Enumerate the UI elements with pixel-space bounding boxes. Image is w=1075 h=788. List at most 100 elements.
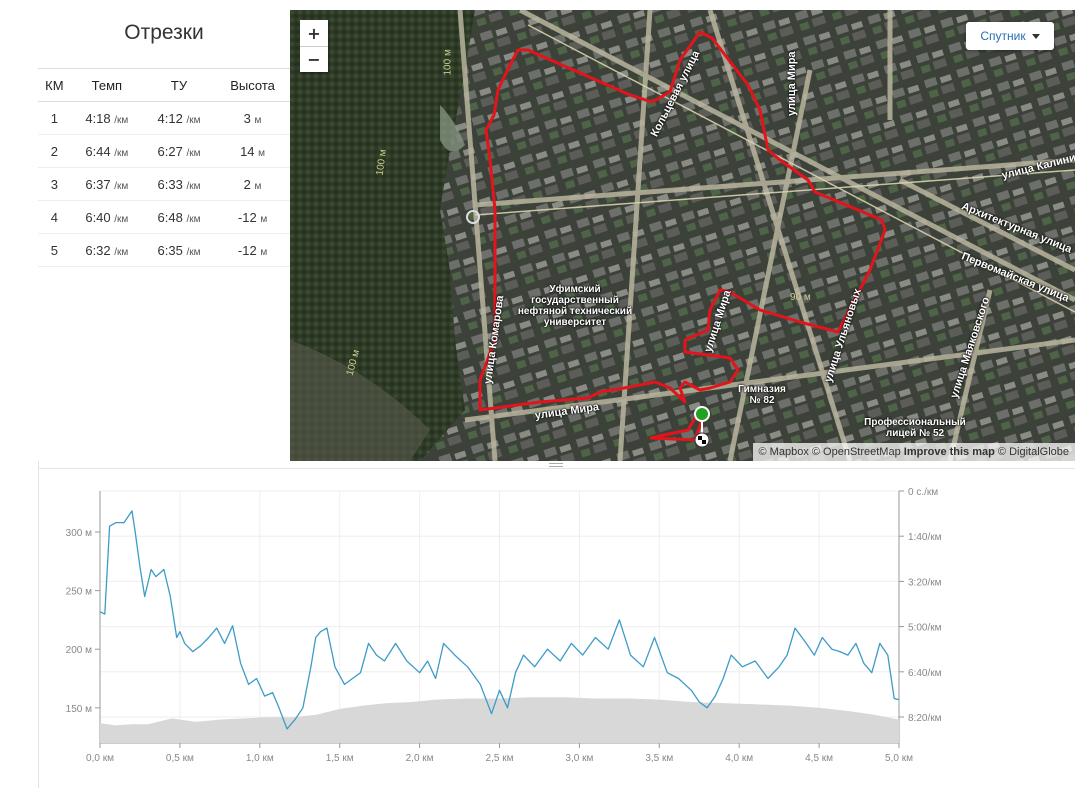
split-row: 2 6:44 /км 6:27 /км 14 м <box>38 134 290 168</box>
zoom-control: + − <box>300 20 328 72</box>
zoom-out-button[interactable]: − <box>300 46 328 72</box>
x-tick-label: 0,0 км <box>86 753 114 764</box>
split-gap: 6:33 /км <box>142 167 216 201</box>
split-pace-unit: /км <box>114 180 129 192</box>
mapbox-link[interactable]: © Mapbox <box>758 446 809 458</box>
split-km-value: 4 <box>50 209 58 225</box>
split-elevation-unit: м <box>254 180 262 192</box>
street-label-mira-north: улица Мира <box>786 51 798 116</box>
split-gap-value: 6:48 <box>157 209 183 225</box>
improve-map-link[interactable]: Improve this map <box>903 446 995 458</box>
split-pace: 6:40 /км <box>70 200 143 234</box>
split-pace-value: 6:40 <box>85 209 111 225</box>
split-elevation-value: 2 <box>243 176 251 192</box>
osm-link[interactable]: © OpenStreetMap <box>811 446 901 458</box>
split-elevation: 2 м <box>215 167 290 201</box>
split-gap-unit: /км <box>186 180 201 192</box>
split-elevation: -12 м <box>215 200 290 234</box>
split-pace-unit: /км <box>114 114 129 126</box>
splits-panel: Отрезки КМ Темп ТУ Высота 1 4:18 /км 4:12 … <box>38 10 290 461</box>
split-elevation-value: 3 <box>243 110 251 126</box>
pace-line <box>99 510 900 730</box>
resize-handle-icon[interactable] <box>549 461 563 469</box>
x-tick-label: 5,0 км <box>885 753 913 764</box>
split-elevation: 14 м <box>215 134 290 168</box>
x-tick-label: 1,5 км <box>326 753 354 764</box>
split-km: 5 <box>38 233 71 267</box>
split-gap-value: 6:35 <box>157 242 183 258</box>
route-map[interactable]: Кольцевая улица улица Мира улица Калинин… <box>290 10 1075 461</box>
digitalglobe-link[interactable]: © DigitalGlobe <box>997 446 1069 458</box>
contour-label: 90 м <box>790 292 811 303</box>
x-tick-label: 0,5 км <box>166 753 194 764</box>
y-right-tick-label: 0 с./км <box>908 487 938 498</box>
y-right-tick-label: 5:00/км <box>908 623 942 634</box>
elevation-pace-chart[interactable]: 0,0 км 0,5 км 1,0 км 1,5 км 2,0 км 2,5 км 3,0 … <box>38 470 1075 788</box>
section-divider <box>38 468 1075 469</box>
split-elevation-value: 14 <box>240 143 255 159</box>
split-elevation: -12 м <box>215 233 290 267</box>
y-right-tick-label: 3:20/км <box>908 577 942 588</box>
map-layer-label: Спутник <box>980 29 1026 43</box>
split-gap: 4:12 /км <box>142 101 216 135</box>
y-right-tick-label: 8:20/км <box>908 713 942 724</box>
x-tick-label: 4,5 км <box>805 753 833 764</box>
y-left-tick-label: 250 м <box>66 587 92 598</box>
split-gap-unit: /км <box>186 246 201 258</box>
split-pace: 6:44 /км <box>70 134 143 168</box>
start-marker-icon <box>694 406 710 422</box>
split-elevation-unit: м <box>260 213 268 225</box>
map-attribution: © Mapbox © OpenStreetMap Improve this ma… <box>752 443 1075 461</box>
splits-header-row: КМ Темп ТУ Высота <box>38 68 290 102</box>
split-elevation-unit: м <box>254 114 262 126</box>
split-row: 5 6:32 /км 6:35 /км -12 м <box>38 233 290 267</box>
split-gap-unit: /км <box>186 213 201 225</box>
split-pace: 6:32 /км <box>70 233 143 267</box>
split-row: 3 6:37 /км 6:33 /км 2 м <box>38 167 290 201</box>
finish-marker-icon <box>694 432 710 448</box>
split-km-value: 2 <box>50 143 58 159</box>
column-header-elevation: Высота <box>215 68 290 102</box>
split-gap-unit: /км <box>186 147 201 159</box>
map-imagery <box>290 10 1075 461</box>
y-left-tick-label: 300 м <box>66 528 92 539</box>
y-right-tick-label: 1:40/км <box>908 532 942 543</box>
split-km: 2 <box>38 134 71 168</box>
split-pace: 4:18 /км <box>70 101 143 135</box>
split-km-value: 1 <box>50 110 58 126</box>
split-pace-value: 6:32 <box>85 242 111 258</box>
split-elevation-unit: м <box>260 246 268 258</box>
y-right-tick-label: 6:40/км <box>908 668 942 679</box>
map-layer-dropdown[interactable]: Спутник <box>966 22 1054 50</box>
split-row: 4 6:40 /км 6:48 /км -12 м <box>38 200 290 234</box>
column-header-gap: ТУ <box>142 68 216 102</box>
x-tick-label: 3,5 км <box>645 753 673 764</box>
split-pace-unit: /км <box>114 213 129 225</box>
x-tick-label: 1,0 км <box>246 753 274 764</box>
split-km-value: 3 <box>50 176 58 192</box>
chart-svg: 0,0 км 0,5 км 1,0 км 1,5 км 2,0 км 2,5 км 3,0 … <box>66 487 942 764</box>
x-tick-label: 3,0 км <box>565 753 593 764</box>
x-tick-label: 4,0 км <box>725 753 753 764</box>
chevron-down-icon <box>1031 34 1040 40</box>
split-gap-value: 4:12 <box>157 110 183 126</box>
splits-title: Отрезки <box>124 21 204 44</box>
split-pace-value: 6:37 <box>85 176 111 192</box>
split-pace-unit: /км <box>114 246 129 258</box>
split-km: 3 <box>38 167 71 201</box>
split-km: 1 <box>38 101 71 135</box>
split-gap: 6:27 /км <box>142 134 216 168</box>
split-km-value: 5 <box>50 242 58 258</box>
column-header-km: КМ <box>38 68 71 102</box>
poi-university: Уфимский государственный нефтяной технич… <box>517 284 633 328</box>
x-tick-label: 2,5 км <box>486 753 514 764</box>
split-pace-unit: /км <box>114 147 129 159</box>
split-gap-unit: /км <box>186 114 201 126</box>
y-left-tick-label: 150 м <box>66 704 92 715</box>
elevation-area <box>100 697 899 743</box>
split-pace: 6:37 /км <box>70 167 143 201</box>
zoom-in-button[interactable]: + <box>300 20 328 46</box>
y-left-tick-label: 200 м <box>66 645 92 656</box>
split-row: 1 4:18 /км 4:12 /км 3 м <box>38 101 290 135</box>
